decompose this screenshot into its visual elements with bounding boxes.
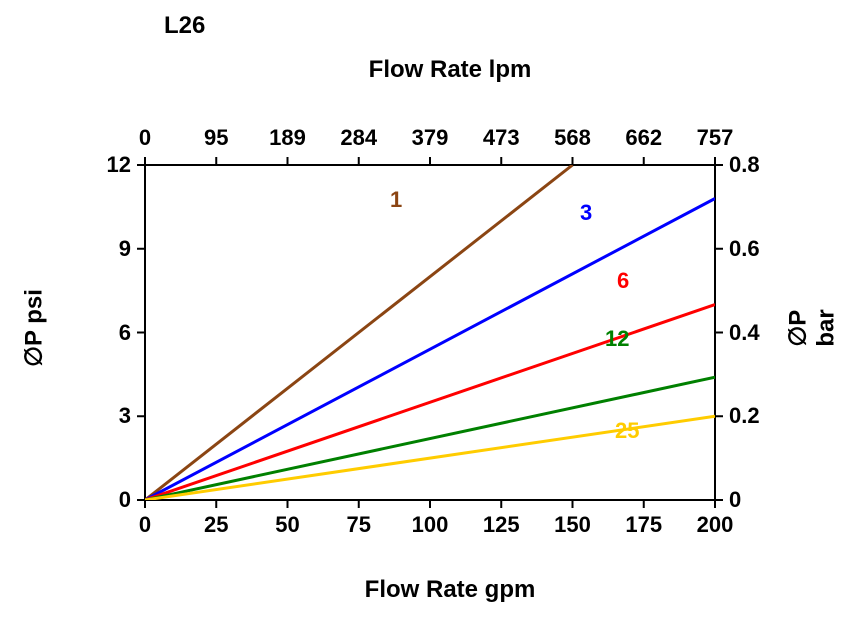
left-tick-label: 0 xyxy=(87,487,131,513)
bottom-tick-label: 175 xyxy=(614,512,674,538)
top-tick-label: 379 xyxy=(400,125,460,151)
series-label: 6 xyxy=(617,268,629,294)
right-tick-label: 0.4 xyxy=(729,320,779,346)
top-tick-label: 568 xyxy=(543,125,603,151)
left-tick-label: 12 xyxy=(87,152,131,178)
top-tick-label: 662 xyxy=(614,125,674,151)
bottom-tick-label: 75 xyxy=(329,512,389,538)
bottom-tick-label: 0 xyxy=(115,512,175,538)
bottom-tick-label: 25 xyxy=(186,512,246,538)
left-tick-label: 9 xyxy=(87,236,131,262)
top-tick-label: 189 xyxy=(258,125,318,151)
left-tick-label: 6 xyxy=(87,320,131,346)
bottom-tick-label: 150 xyxy=(543,512,603,538)
top-tick-label: 0 xyxy=(115,125,175,151)
bottom-tick-label: 100 xyxy=(400,512,460,538)
top-tick-label: 473 xyxy=(471,125,531,151)
right-tick-label: 0.2 xyxy=(729,403,779,429)
left-tick-label: 3 xyxy=(87,403,131,429)
top-tick-label: 757 xyxy=(685,125,745,151)
series-label: 25 xyxy=(615,418,639,444)
top-tick-label: 95 xyxy=(186,125,246,151)
right-tick-label: 0 xyxy=(729,487,779,513)
pressure-flow-chart: L26 Flow Rate lpm Flow Rate gpm ∅P psi ∅… xyxy=(0,0,847,638)
top-tick-label: 284 xyxy=(329,125,389,151)
series-label: 1 xyxy=(390,187,402,213)
series-label: 12 xyxy=(605,326,629,352)
series-label: 3 xyxy=(580,200,592,226)
bottom-tick-label: 125 xyxy=(471,512,531,538)
bottom-tick-label: 200 xyxy=(685,512,745,538)
right-tick-label: 0.8 xyxy=(729,152,779,178)
bottom-tick-label: 50 xyxy=(258,512,318,538)
right-tick-label: 0.6 xyxy=(729,236,779,262)
